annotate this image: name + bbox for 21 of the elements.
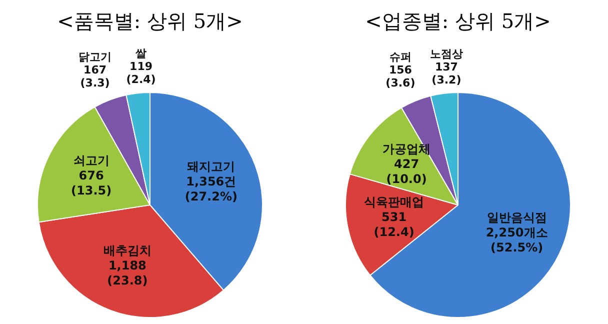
data-label: 427 (10.0) — [386, 157, 427, 186]
data-label: 137 (3.2) — [432, 60, 462, 86]
data-label: 1,188 (23.8) — [107, 258, 148, 288]
slice-label: 식육판매업 — [364, 194, 424, 209]
data-label: 531 (12.4) — [374, 210, 414, 239]
data-label: 2,250개소 (52.5%) — [486, 225, 548, 254]
data-label: 1,356건 (27.2%) — [184, 174, 238, 204]
data-label: 676 (13.5) — [71, 168, 112, 198]
slice-label: 돼지고기 — [187, 159, 236, 174]
slice-label: 쌀 — [134, 47, 147, 60]
slice-label: 일반음식점 — [486, 210, 547, 224]
chart-title: <품목별: 상위 5개> — [56, 8, 244, 35]
slice-label: 쇠고기 — [73, 154, 110, 168]
data-label: 156 (3.6) — [386, 63, 416, 90]
chart-title: <업종별: 상위 5개> — [364, 8, 552, 35]
data-label: 167 (3.3) — [80, 63, 110, 90]
data-label: 119 (2.4) — [126, 60, 156, 86]
slice-label: 닭고기 — [78, 50, 112, 64]
slice-label: 노점상 — [430, 47, 463, 60]
slice-label: 슈퍼 — [389, 50, 412, 64]
slice-label: 배추김치 — [103, 243, 152, 258]
